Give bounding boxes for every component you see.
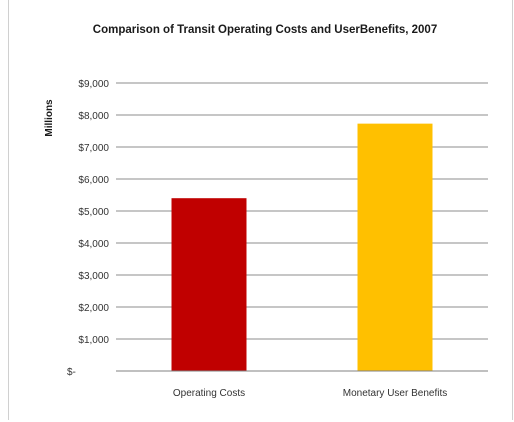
y-tick-label: $8,000	[78, 111, 109, 122]
y-axis-label: Millions	[44, 99, 55, 137]
y-tick-label: $-	[67, 367, 76, 378]
chart-title: Comparison of Transit Operating Costs an…	[93, 24, 437, 36]
chart-frame	[8, 0, 513, 420]
y-tick-label: $5,000	[78, 207, 109, 218]
bar-monetary-user-benefits	[357, 123, 433, 371]
x-category-label: Monetary User Benefits	[343, 388, 448, 399]
y-tick-label: $4,000	[78, 239, 109, 250]
y-tick-label: $6,000	[78, 175, 109, 186]
x-category-labels: Operating Costs Monetary User Benefits	[173, 388, 447, 399]
y-tick-label: $2,000	[78, 303, 109, 314]
bar-operating-costs	[171, 198, 247, 371]
y-tick-label: $9,000	[78, 79, 109, 90]
y-tick-label: $7,000	[78, 143, 109, 154]
y-tick-label: $1,000	[78, 335, 109, 346]
bars	[171, 123, 433, 371]
y-tick-label: $3,000	[78, 271, 109, 282]
x-category-label: Operating Costs	[173, 388, 245, 399]
y-tick-labels: $- $1,000 $2,000 $3,000 $4,000 $5,000 $6,000 $7…	[67, 79, 109, 378]
